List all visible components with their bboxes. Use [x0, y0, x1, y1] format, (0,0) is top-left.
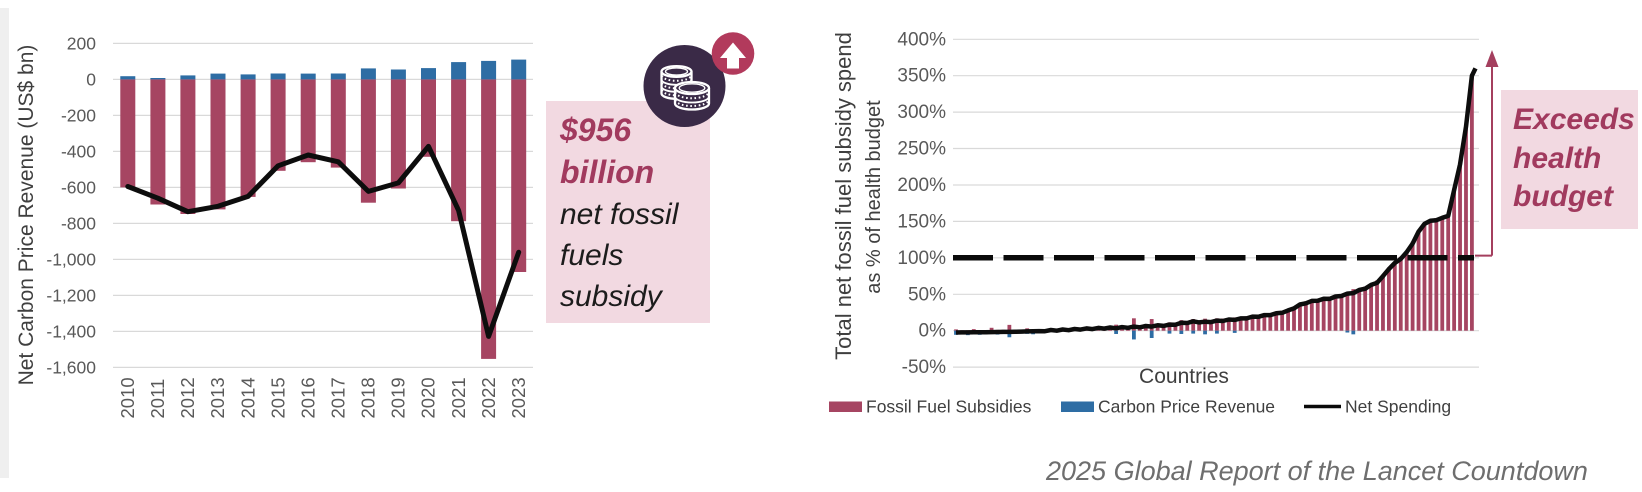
svg-text:300%: 300%: [897, 102, 946, 123]
svg-text:2018: 2018: [358, 377, 379, 418]
svg-text:-1,000: -1,000: [46, 249, 96, 269]
svg-text:as % of health budget: as % of health budget: [863, 100, 885, 294]
svg-text:2020: 2020: [418, 377, 439, 418]
svg-text:200: 200: [67, 33, 96, 53]
svg-text:2023: 2023: [508, 377, 529, 418]
svg-text:-600: -600: [61, 177, 96, 197]
svg-text:Net Spending: Net Spending: [1345, 397, 1451, 417]
svg-text:-400: -400: [61, 141, 96, 161]
svg-text:-50%: -50%: [902, 357, 946, 378]
svg-text:Carbon Price Revenue: Carbon Price Revenue: [1098, 397, 1275, 417]
svg-text:0%: 0%: [919, 321, 947, 342]
svg-text:2011: 2011: [147, 379, 168, 419]
svg-text:-1,600: -1,600: [46, 357, 96, 377]
svg-text:2014: 2014: [237, 377, 258, 418]
svg-text:0: 0: [86, 69, 96, 89]
svg-text:2010: 2010: [117, 377, 138, 418]
svg-text:2022: 2022: [478, 377, 499, 418]
svg-text:200%: 200%: [897, 175, 946, 196]
svg-text:150%: 150%: [897, 211, 946, 232]
svg-text:Countries: Countries: [1139, 365, 1229, 388]
svg-text:-800: -800: [61, 213, 96, 233]
svg-text:100%: 100%: [897, 248, 946, 269]
svg-text:2016: 2016: [297, 377, 318, 418]
svg-text:400%: 400%: [897, 29, 946, 50]
svg-text:2017: 2017: [328, 377, 349, 418]
svg-text:Net Carbon Price Revenue (US$: Net Carbon Price Revenue (US$ bn): [15, 45, 38, 386]
svg-text:Total net fossil fuel subsidy: Total net fossil fuel subsidy spend: [831, 32, 856, 360]
svg-text:50%: 50%: [908, 284, 946, 305]
svg-text:-200: -200: [61, 105, 96, 125]
svg-text:Fossil Fuel Subsidies: Fossil Fuel Subsidies: [866, 397, 1032, 417]
svg-text:-1,400: -1,400: [46, 321, 96, 341]
svg-text:2013: 2013: [207, 377, 228, 418]
svg-text:2021: 2021: [448, 377, 469, 418]
svg-text:350%: 350%: [897, 66, 946, 87]
svg-text:2019: 2019: [388, 377, 409, 418]
svg-text:-1,200: -1,200: [46, 285, 96, 305]
svg-text:250%: 250%: [897, 139, 946, 160]
svg-text:2012: 2012: [177, 377, 198, 418]
svg-text:2015: 2015: [267, 377, 288, 418]
